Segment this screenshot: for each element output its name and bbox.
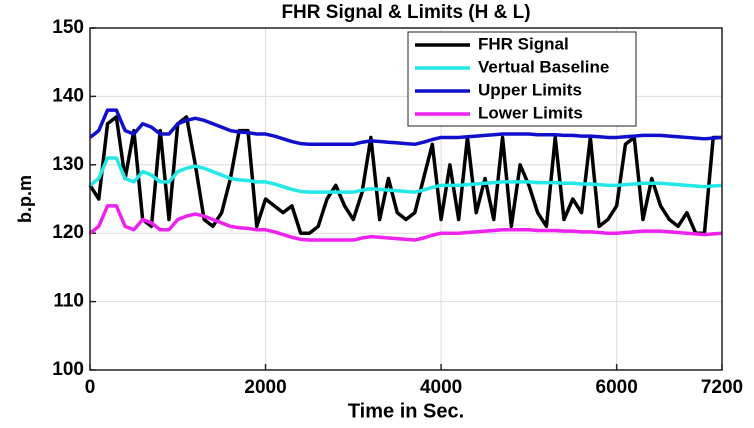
chart-title: FHR Signal & Limits (H & L) — [281, 2, 530, 23]
series-line — [88, 204, 723, 242]
y-tick-label: 150 — [52, 17, 84, 38]
series-line — [88, 156, 723, 194]
legend-label: Upper Limits — [478, 80, 582, 99]
x-tick-label: 2000 — [244, 377, 286, 398]
y-tick-label: 140 — [52, 85, 84, 106]
x-tick-label: 7200 — [701, 377, 743, 398]
series-line — [88, 108, 723, 147]
x-axis-label: Time in Sec. — [348, 400, 464, 422]
x-tick-label: 6000 — [596, 377, 638, 398]
legend-label: FHR Signal — [478, 34, 569, 53]
y-tick-label: 130 — [52, 154, 84, 175]
legend-box — [407, 31, 637, 127]
x-tick-label: 4000 — [420, 377, 462, 398]
y-tick-label: 110 — [53, 291, 84, 312]
plot-border — [89, 27, 723, 371]
y-axis-label: b.p.m — [15, 175, 35, 223]
legend-label: Lower Limits — [478, 103, 583, 122]
x-tick-label: 0 — [85, 377, 96, 398]
y-tick-label: 100 — [52, 359, 84, 380]
y-tick-label: 120 — [52, 222, 84, 243]
legend-label: Vertual Baseline — [478, 57, 609, 76]
